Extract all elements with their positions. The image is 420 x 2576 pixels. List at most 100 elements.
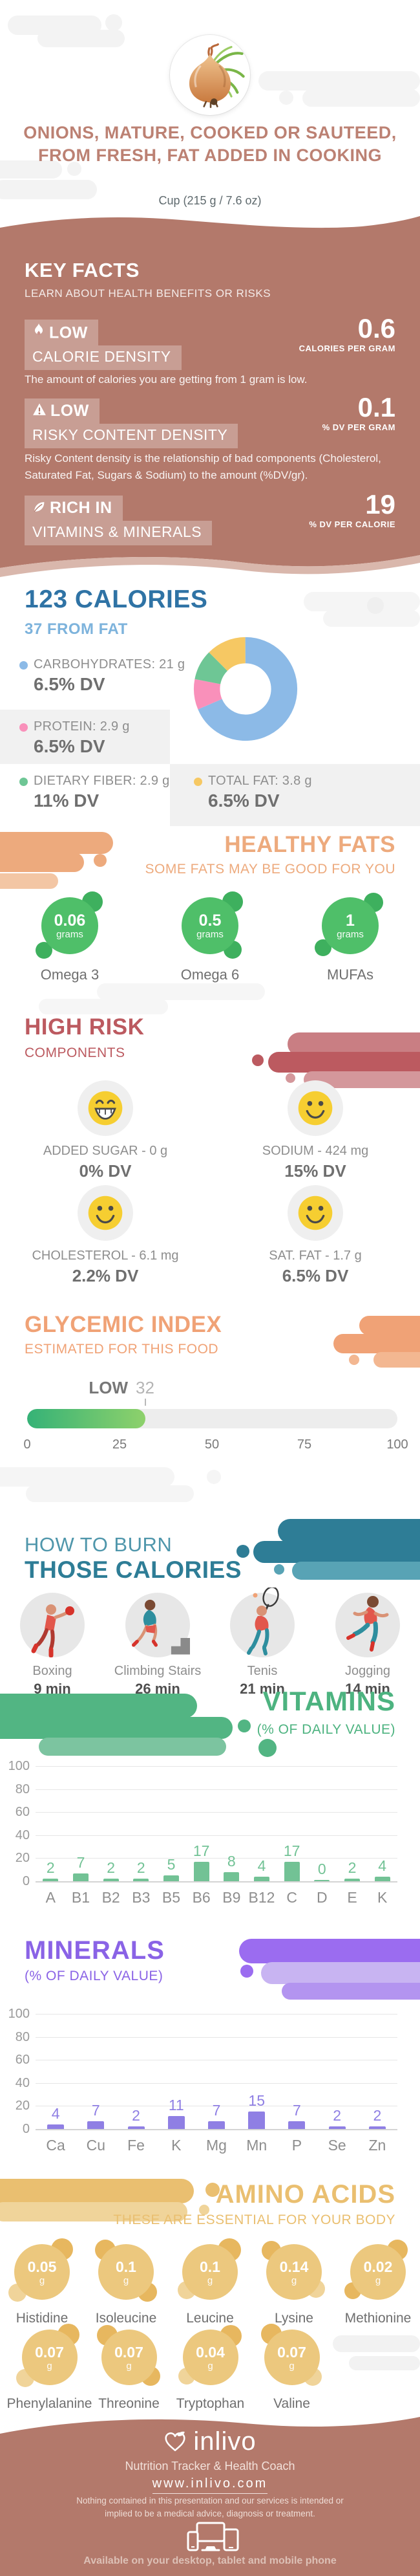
- bar-value-Mn: 15: [248, 2092, 266, 2110]
- x-axis-label-B1: B1: [71, 1889, 90, 1906]
- gold-circle-badge: 0.02 g: [344, 2238, 412, 2306]
- amino-amount: 0.1: [200, 2258, 220, 2275]
- bar-value-B2: 2: [107, 1859, 116, 1877]
- calories-title: 123 CALORIES: [25, 585, 208, 613]
- amino-unit: g: [126, 2360, 132, 2372]
- blob-decoration: [0, 180, 97, 199]
- activity-tennis: Tenis 21 min: [214, 1588, 311, 1697]
- gold-circle-badge: 0.07 g: [16, 2324, 83, 2391]
- risk-dv: 2.2% DV: [72, 1266, 139, 1285]
- amino-amount: 0.02: [363, 2258, 393, 2275]
- y-axis-label: 20: [15, 1851, 30, 1866]
- x-axis-label-Mn: Mn: [246, 2137, 268, 2154]
- minerals-section: MINERALS (% OF DAILY VALUE) 0 20 40 60 80 100…: [0, 1931, 420, 2180]
- brand-logo: inlivo: [0, 2427, 420, 2456]
- bar-value-B5: 5: [167, 1856, 176, 1873]
- blob-decoration: [261, 1962, 420, 1984]
- burn-calories-section: HOW TO BURN THOSE CALORIES Boxing 9 min: [0, 1467, 420, 1697]
- vitamins-section: VITAMINS (% OF DAILY VALUE) 0 20 40 60 80 100…: [0, 1682, 420, 1931]
- leaf-icon: [34, 501, 45, 512]
- y-axis-label: 100: [8, 2007, 30, 2021]
- x-axis-label-B5: B5: [162, 1889, 181, 1906]
- fact-name: VITAMINS & MINERALS: [25, 521, 213, 545]
- y-axis-label: 40: [15, 2075, 30, 2090]
- amino-unit: g: [289, 2360, 295, 2372]
- fat-name: Omega 6: [180, 966, 240, 983]
- serving-size: Cup (215 g / 7.6 oz): [158, 194, 262, 207]
- risk-label: ADDED SUGAR - 0 g: [43, 1144, 168, 1158]
- x-axis-label-E: E: [347, 1889, 357, 1906]
- blob-decoration: [292, 1562, 420, 1580]
- bar-value-B1: 7: [76, 1853, 85, 1871]
- brand-name: inlivo: [193, 2427, 257, 2456]
- site-url-wrap: www.inlivo.com: [0, 2476, 420, 2494]
- availability-note: Available on your desktop, tablet and mo…: [83, 2555, 337, 2566]
- amino-amount: 0.07: [277, 2343, 306, 2361]
- amino-item: 0.02 g Methionine: [336, 2238, 420, 2326]
- blob-decoration: [39, 1738, 226, 1756]
- bar-value-C: 17: [283, 1842, 300, 1859]
- bar-value-E: 2: [348, 1859, 357, 1877]
- blob-decoration: [199, 2205, 209, 2215]
- y-axis-label: 60: [15, 2053, 30, 2068]
- fact-description: Risky Content density is the relationshi…: [25, 452, 381, 481]
- blob-decoration: [302, 89, 420, 107]
- bar-E: [344, 1879, 360, 1881]
- macro-dv: 6.5% DV: [34, 736, 105, 756]
- amino-name: Phenylalanine: [6, 2396, 92, 2411]
- fact-unit: % DV PER CALORIE: [309, 519, 395, 529]
- blob-decoration: [94, 854, 107, 867]
- macro-dv: 6.5% DV: [208, 791, 280, 811]
- blob-decoration: [268, 1052, 420, 1073]
- donut-segment-protein: [193, 637, 298, 741]
- climbing-stairs-icon: [125, 1593, 190, 1657]
- bar-Mg: [208, 2121, 225, 2129]
- amino-item: 0.1 g Isoleucine: [84, 2238, 168, 2326]
- legend-dot-dietary-fiber: [19, 778, 28, 786]
- activity-jogging: Jogging 14 min: [319, 1593, 416, 1697]
- fat-unit: grams: [196, 928, 224, 940]
- blob-decoration: [26, 1485, 194, 1502]
- amino-item: 0.05 g Histidine: [0, 2238, 84, 2326]
- row-background: [0, 710, 170, 764]
- amino-unit: g: [123, 2275, 129, 2286]
- gi-tick: [145, 1399, 146, 1406]
- bar-B9: [224, 1872, 240, 1881]
- x-axis-label-B6: B6: [192, 1889, 211, 1906]
- smiley-icon: [288, 1185, 343, 1241]
- x-axis-label-K: K: [377, 1889, 388, 1906]
- legend-dot-carbohydrates: [19, 661, 28, 670]
- bar-K: [167, 2116, 185, 2129]
- gold-circle-badge: 0.07 g: [258, 2324, 326, 2391]
- y-axis-label: 80: [15, 1782, 30, 1796]
- gridline: [36, 1766, 397, 1767]
- x-axis-label-Cu: Cu: [86, 2137, 106, 2154]
- amino-item: 0.1 g Leucine: [168, 2238, 252, 2326]
- risk-dv: 6.5% DV: [282, 1266, 349, 1285]
- fat-amount: 0.06: [54, 911, 86, 930]
- minerals-bar-chart: 0 20 40 60 80 100 4 Ca 7 Cu 2 Fe 11 K 7 Mg 15 Mn 7 P 2 Se 2 Zn: [0, 1994, 420, 2169]
- y-axis-label: 60: [15, 1805, 30, 1820]
- bar-value-K: 4: [378, 1857, 387, 1874]
- bar-value-Ca: 4: [51, 2104, 60, 2122]
- activity-name: Tenis: [247, 1664, 278, 1678]
- activity-duration: 21 min: [240, 1681, 285, 1697]
- bar-value-Fe: 2: [132, 2107, 140, 2124]
- blob-decoration: [274, 1564, 284, 1575]
- fat-amount: 0.5: [198, 911, 222, 930]
- amino-unit: g: [39, 2275, 45, 2286]
- bar-D: [314, 1880, 330, 1881]
- legend-dot-protein: [19, 723, 28, 732]
- site-url-link[interactable]: www.inlivo.com: [152, 2476, 268, 2494]
- blob-decoration: [0, 1717, 233, 1739]
- amino-amount: 0.14: [279, 2258, 309, 2275]
- risk-dv: 0% DV: [79, 1161, 132, 1181]
- blob-decoration: [359, 1316, 420, 1335]
- gi-value: 32: [136, 1378, 154, 1397]
- bar-Ca: [47, 2124, 65, 2129]
- boxing-icon: [20, 1593, 85, 1657]
- bar-B2: [103, 1879, 119, 1881]
- healthy-fat-item: 1 grams MUFAs: [286, 890, 415, 983]
- blob-decoration: [97, 983, 265, 1000]
- glycemic-heading: GLYCEMIC INDEX: [25, 1312, 222, 1337]
